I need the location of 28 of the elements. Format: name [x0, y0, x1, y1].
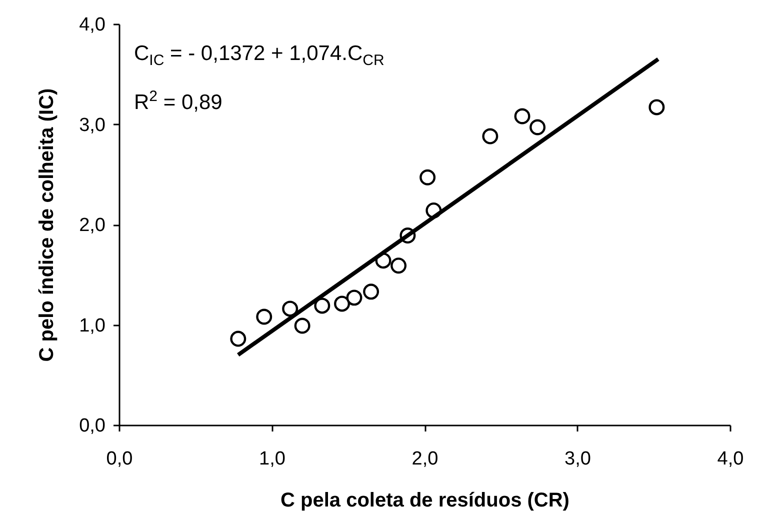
point: [390, 258, 407, 274]
x-tick-label: 1,0: [259, 448, 286, 470]
point: [334, 296, 350, 312]
point: [514, 108, 530, 124]
x-tick-label: 2,0: [412, 448, 438, 470]
point: [482, 128, 498, 144]
point: [420, 169, 436, 186]
x-tick-label: 4,0: [717, 448, 744, 470]
x-tick-label: 0,0: [106, 448, 133, 470]
y-axis-title: C pelo índice de colheita (IC): [36, 88, 58, 362]
x-axis-title: C pela coleta de resíduos (CR): [280, 490, 570, 512]
point: [314, 298, 330, 314]
annotation: C$_{IC}$ = - 0,1372 + 1,074.C$_{CR}$: [134, 41, 384, 72]
point: [346, 290, 362, 306]
y-tick-label: 2,0: [79, 215, 106, 236]
y-tick-label: 3,0: [79, 114, 106, 136]
point: [256, 308, 272, 325]
point: [530, 119, 546, 136]
annotation: R$^{2}$ = 0,89: [134, 87, 224, 116]
x-tick-label: 3,0: [564, 448, 591, 470]
point: [363, 284, 380, 300]
y-tick-label: 4,0: [79, 14, 106, 36]
y-tick-label: 0,0: [79, 416, 106, 436]
y-tick-label: 1,0: [79, 315, 106, 336]
point: [648, 99, 665, 116]
point: [282, 300, 298, 317]
point: [294, 318, 310, 334]
point: [230, 330, 246, 347]
